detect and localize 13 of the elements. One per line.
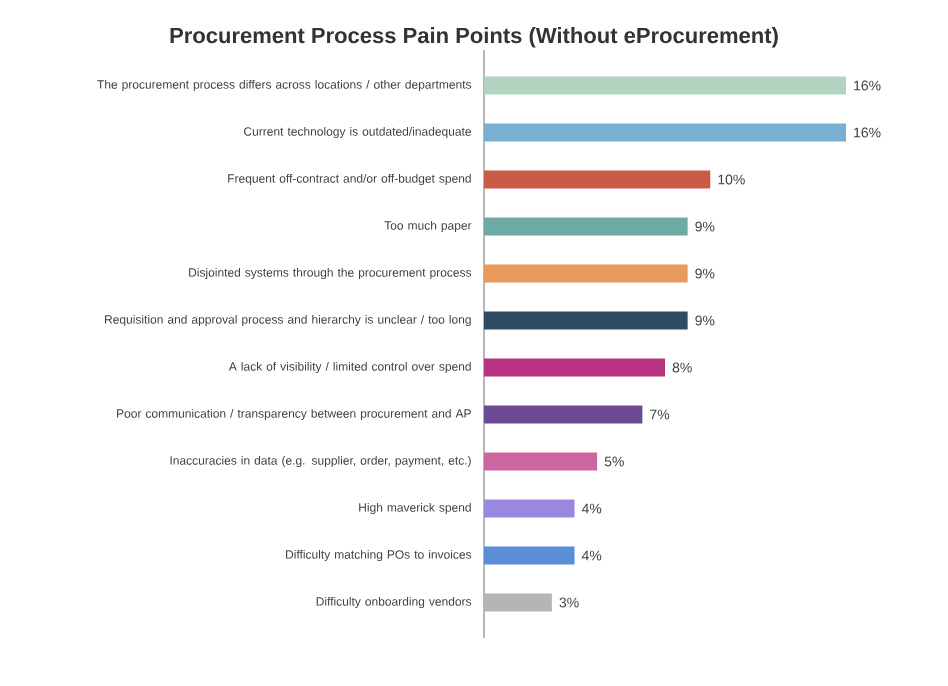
- bar: [484, 170, 711, 189]
- bar: [484, 405, 643, 424]
- chart-title: Procurement Process Pain Points (Without eProcurement): [170, 27, 778, 48]
- bar: [484, 264, 688, 283]
- bar: [484, 311, 688, 330]
- bar: [484, 123, 846, 142]
- bar: [484, 76, 846, 95]
- bar: [484, 593, 552, 612]
- bar: [484, 217, 688, 236]
- bar: [484, 546, 575, 565]
- bar: [484, 452, 598, 471]
- bar: [484, 499, 575, 518]
- bar: [484, 358, 665, 377]
